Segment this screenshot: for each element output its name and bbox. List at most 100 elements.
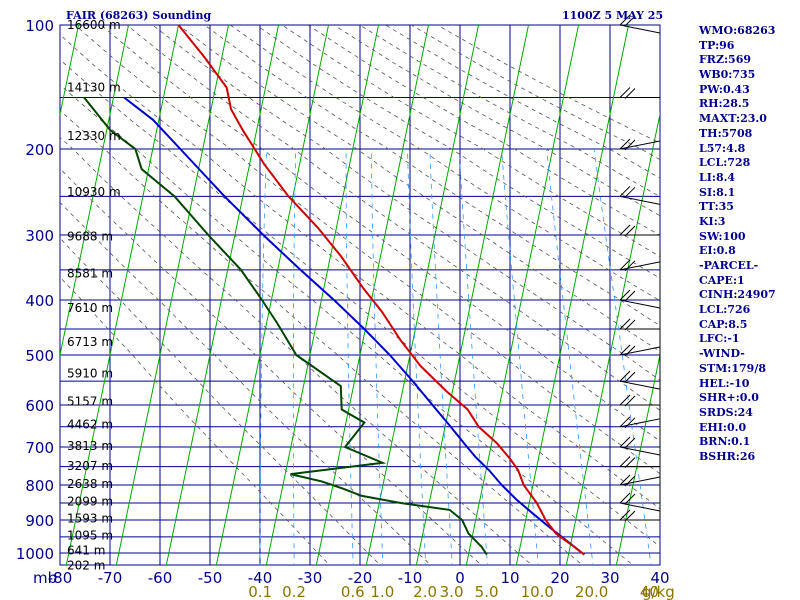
dry-adiabat xyxy=(60,137,533,565)
isotherm-line xyxy=(615,352,660,565)
sounding-index-item: CAP:8.5 xyxy=(699,317,748,331)
height-label: 4462 m xyxy=(67,418,113,432)
dry-adiabat xyxy=(60,34,660,510)
mixing-ratio-label: 1.0 xyxy=(370,583,394,600)
mixing-ratio-line xyxy=(292,148,297,565)
sounding-index-item: BRN:0.1 xyxy=(699,435,751,449)
dry-adiabat xyxy=(307,25,660,236)
height-label: 202 m xyxy=(67,558,105,572)
temperature-tick-label: -40 xyxy=(248,569,273,587)
sounding-index-item: LCL:726 xyxy=(699,303,751,317)
sounding-index-item: BSHR:26 xyxy=(699,449,756,463)
sounding-index-item: SHR+:0.0 xyxy=(699,391,759,405)
parcel-path xyxy=(123,96,585,556)
mixing-ratio-label: 20.0 xyxy=(575,583,608,600)
pressure-tick-label: 400 xyxy=(25,292,54,310)
dry-adiabat xyxy=(204,25,660,327)
temperature-tick-label: -70 xyxy=(98,569,123,587)
mixing-ratio-line xyxy=(546,148,594,565)
sounding-index-item: SW:100 xyxy=(699,229,746,243)
sounding-index-item: PW:0.43 xyxy=(699,82,750,96)
wind-barb xyxy=(619,509,660,522)
mixing-ratio-label: 2.0 xyxy=(413,583,437,600)
wind-barb xyxy=(619,394,660,407)
height-label: 16600 m xyxy=(67,18,121,32)
isotherm-line xyxy=(565,111,660,565)
wind-barb xyxy=(619,87,660,99)
sounding-indices-panel: WMO:68263 TP:96 FRZ:569 WB0:735 PW:0.43 RH:28… xyxy=(699,24,776,465)
isotherm-line xyxy=(60,25,130,358)
sounding-index-item: LI:8.4 xyxy=(699,170,736,184)
sounding-index-item: LFC:-1 xyxy=(699,332,740,346)
height-label: 1593 m xyxy=(67,512,113,526)
sounding-index-item: SRDS:24 xyxy=(699,405,753,419)
height-label: 3207 m xyxy=(67,459,113,473)
wind-barb xyxy=(619,14,661,34)
background-lines xyxy=(0,25,660,568)
dry-adiabat xyxy=(100,25,660,442)
wind-barb xyxy=(619,185,661,205)
sounding-index-item: WMO:68263 xyxy=(699,24,776,37)
temperature-tick-label: -60 xyxy=(148,569,173,587)
sounding-index-item: CAPE:1 xyxy=(699,273,745,287)
dry-adiabat xyxy=(178,25,660,352)
pressure-tick-label: 1000 xyxy=(16,545,54,563)
mixing-ratio-label: 5.0 xyxy=(475,583,499,600)
sounding-index-item: TT:35 xyxy=(699,200,734,214)
height-label: 10930 m xyxy=(67,185,121,199)
pressure-tick-label: 300 xyxy=(25,227,54,245)
sounding-index-item: WB0:735 xyxy=(699,68,756,82)
mixing-ratio-line xyxy=(370,148,384,565)
temperature-tick-label: -10 xyxy=(398,569,423,587)
mixing-ratio-line xyxy=(429,148,453,565)
chart-grid xyxy=(59,24,661,566)
wind-barb xyxy=(619,344,661,357)
pressure-tick-label: 500 xyxy=(25,347,54,365)
mixing-ratio-label: 3.0 xyxy=(440,583,464,600)
mixing-ratio-line xyxy=(501,148,539,565)
wind-barb xyxy=(619,492,661,512)
height-label: 2099 m xyxy=(67,495,113,509)
dry-adiabat xyxy=(60,58,660,548)
sounding-index-item: FRZ:569 xyxy=(699,53,752,67)
dry-adiabat xyxy=(60,237,381,565)
wind-barb xyxy=(619,370,661,390)
pressure-tick-label: 200 xyxy=(25,141,54,159)
temperature-tick-label: -50 xyxy=(198,569,223,587)
sounding-index-item: KI:3 xyxy=(699,214,726,228)
sounding-index-item: STM:179/8 xyxy=(699,361,766,375)
sounding-index-item: RH:28.5 xyxy=(699,97,750,111)
mixing-ratio-line xyxy=(407,148,427,565)
height-label: 1095 m xyxy=(67,528,113,542)
wind-barb xyxy=(619,456,660,468)
pressure-tick-label: 600 xyxy=(25,397,54,415)
sounding-index-item: SI:8.1 xyxy=(699,185,736,199)
temperature-tick-label: 40 xyxy=(650,569,669,587)
pressure-tick-label: 900 xyxy=(25,512,54,530)
isotherm-line xyxy=(0,25,29,568)
sounding-index-item: EHI:0.0 xyxy=(699,420,747,434)
height-label: 6713 m xyxy=(67,335,113,349)
sounding-index-item: L57:4.8 xyxy=(699,141,746,155)
temperature-tick-label: -20 xyxy=(348,569,373,587)
chart-time: 1100Z 5 MAY 25 xyxy=(562,9,664,22)
dry-adiabat xyxy=(60,167,482,565)
height-labels: 16600 m 14130 m 12330 m 10930 m 9688 m 8581 m… xyxy=(67,18,121,572)
temperature-profile xyxy=(177,25,585,556)
mixing-ratio-label: 40 xyxy=(640,583,659,600)
sounding-index-item: TP:96 xyxy=(699,38,735,52)
dry-adiabat xyxy=(60,276,331,565)
height-label: 9688 m xyxy=(67,230,113,244)
mixing-ratio-label: 0.6 xyxy=(341,583,365,600)
mixing-ratio-line xyxy=(259,148,267,565)
isotherm-line xyxy=(165,25,280,565)
height-label: 8581 m xyxy=(67,267,113,281)
mixing-ratio-label: 10.0 xyxy=(521,583,554,600)
sounding-index-item: MAXT:23.0 xyxy=(699,112,767,126)
height-label: 5910 m xyxy=(67,367,113,381)
temperature-tick-label: 30 xyxy=(600,569,619,587)
wind-barb xyxy=(619,138,661,151)
sounding-index-item: LCL:728 xyxy=(699,156,751,170)
